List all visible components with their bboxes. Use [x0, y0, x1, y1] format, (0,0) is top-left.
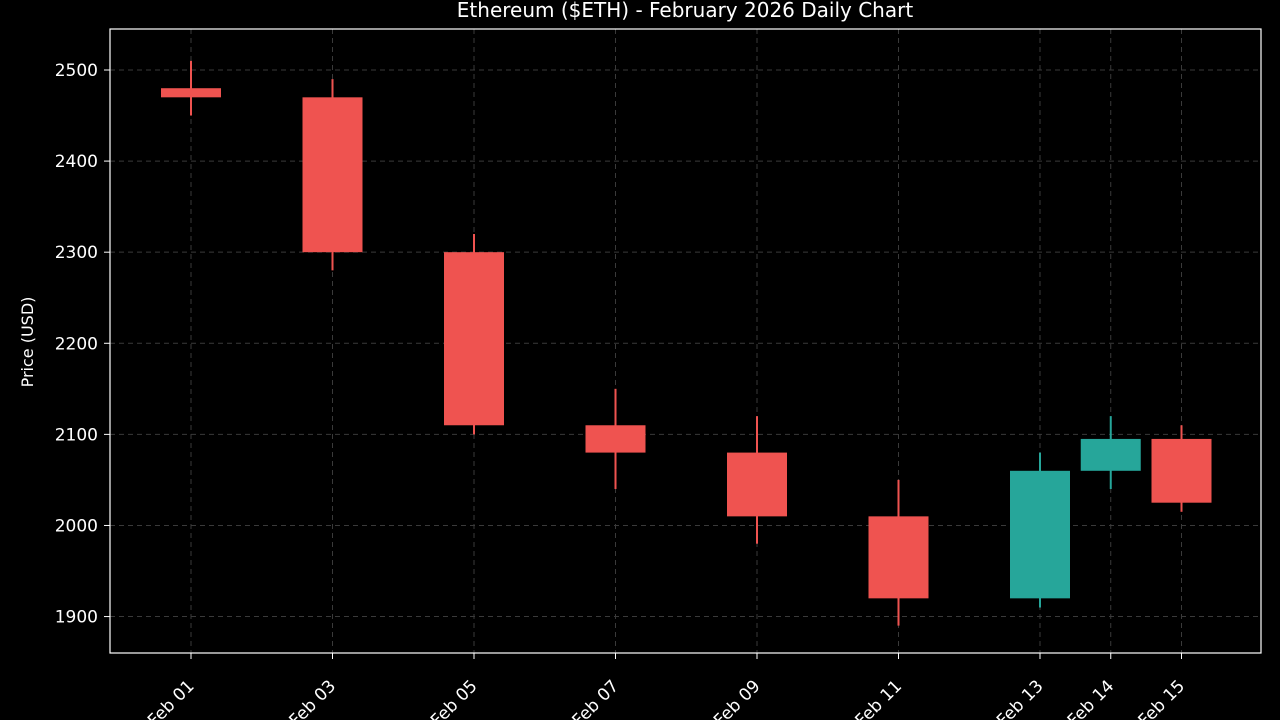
candle [444, 233, 504, 435]
candle [585, 388, 646, 490]
chart-title: Ethereum ($ETH) - February 2026 Daily Ch… [457, 0, 914, 22]
x-tick-label: Feb 13 [993, 676, 1048, 720]
x-tick-label: Feb 09 [710, 676, 765, 720]
y-tick-label: 2000 [55, 516, 98, 536]
candle [161, 60, 221, 116]
grid-lines [110, 29, 1261, 653]
x-tick-label: Feb 05 [427, 676, 482, 720]
candle [1151, 425, 1212, 512]
y-tick-label: 2500 [55, 61, 98, 81]
candle-body [302, 97, 363, 253]
y-tick-label: 2400 [55, 152, 98, 172]
candle [727, 416, 787, 544]
x-tick-label: Feb 01 [144, 676, 199, 720]
plot-frame [109, 28, 1262, 654]
candle-body [585, 425, 646, 453]
y-tick-label: 2200 [55, 334, 98, 354]
candle-body [161, 88, 221, 98]
x-tick-label: Feb 11 [851, 676, 906, 720]
candle-body [727, 452, 787, 517]
y-axis-label: Price (USD) [18, 297, 37, 388]
x-tick-label: Feb 03 [285, 676, 340, 720]
x-tick-label: Feb 07 [568, 676, 623, 720]
candle [868, 479, 929, 626]
candles [161, 60, 1212, 626]
y-axis-ticks: 1900 2000 2100 2200 2300 2400 2500 [55, 61, 110, 628]
candle-body [1080, 438, 1141, 471]
x-axis-ticks: Feb 01 Feb 03 Feb 05 Feb 07 Feb 09 Feb 11 Feb … [144, 653, 1189, 720]
y-tick-label: 2300 [55, 243, 98, 263]
candle-body [868, 516, 929, 599]
candle-body [444, 252, 504, 426]
candle [1080, 416, 1141, 490]
y-tick-label: 2100 [55, 425, 98, 445]
y-tick-label: 1900 [55, 608, 98, 628]
x-tick-label: Feb 14 [1064, 676, 1119, 720]
candle [302, 79, 363, 271]
candle-body [1010, 470, 1070, 599]
candle [1010, 452, 1070, 608]
x-tick-label: Feb 15 [1134, 676, 1189, 720]
candle-body [1151, 438, 1212, 503]
